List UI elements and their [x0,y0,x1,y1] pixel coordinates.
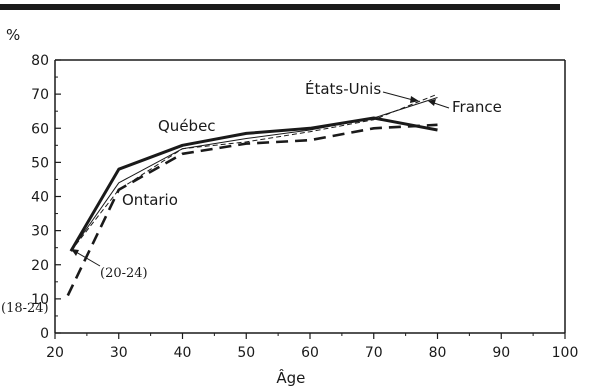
x-tick-label: 60 [301,345,319,361]
x-axis: 20 30 40 50 60 70 80 90 100 [46,333,578,361]
arrowhead-france [428,99,436,106]
arrowhead-20-24 [71,249,79,256]
x-tick-label: 20 [46,345,64,361]
label-ontario: Ontario [122,191,178,209]
top-rule [0,4,560,10]
y-tick-label: 80 [31,53,49,69]
label-etats-unis: États-Unis [305,79,381,98]
y-axis: 0 10 20 30 40 50 60 70 80 [31,53,61,342]
x-axis-title: Âge [276,368,305,386]
x-tick-label: 80 [429,345,447,361]
x-tick-label: 50 [237,345,255,361]
y-tick-label: 70 [31,87,49,103]
series-layer [66,93,438,297]
pointer-etats-unis [382,91,414,101]
y-tick-label: 30 [31,224,49,240]
y-axis-title: % [6,26,20,44]
y-tick-label: 10 [31,292,49,308]
note-20-24: (20-24) [100,266,148,281]
x-tick-label: 70 [365,345,383,361]
y-tick-label: 50 [31,155,49,171]
pointer-france [433,102,450,109]
series-line-quebec [69,116,438,252]
y-tick-label: 60 [31,121,49,137]
x-tick-label: 30 [110,345,128,361]
note-18-24: (18-24) [1,301,49,316]
pointer-20-24 [75,251,101,267]
label-quebec: Québec [158,117,216,135]
series-line-ontario [66,123,438,297]
arrowhead-etats-unis [410,96,419,103]
y-tick-label: 20 [31,258,49,274]
y-tick-label: 40 [31,190,49,206]
series-line-etats-unis [70,93,438,252]
x-tick-label: 90 [492,345,510,361]
x-tick-label: 100 [552,345,579,361]
y-tick-label: 0 [40,326,49,342]
x-tick-label: 40 [174,345,192,361]
label-france: France [452,98,502,116]
